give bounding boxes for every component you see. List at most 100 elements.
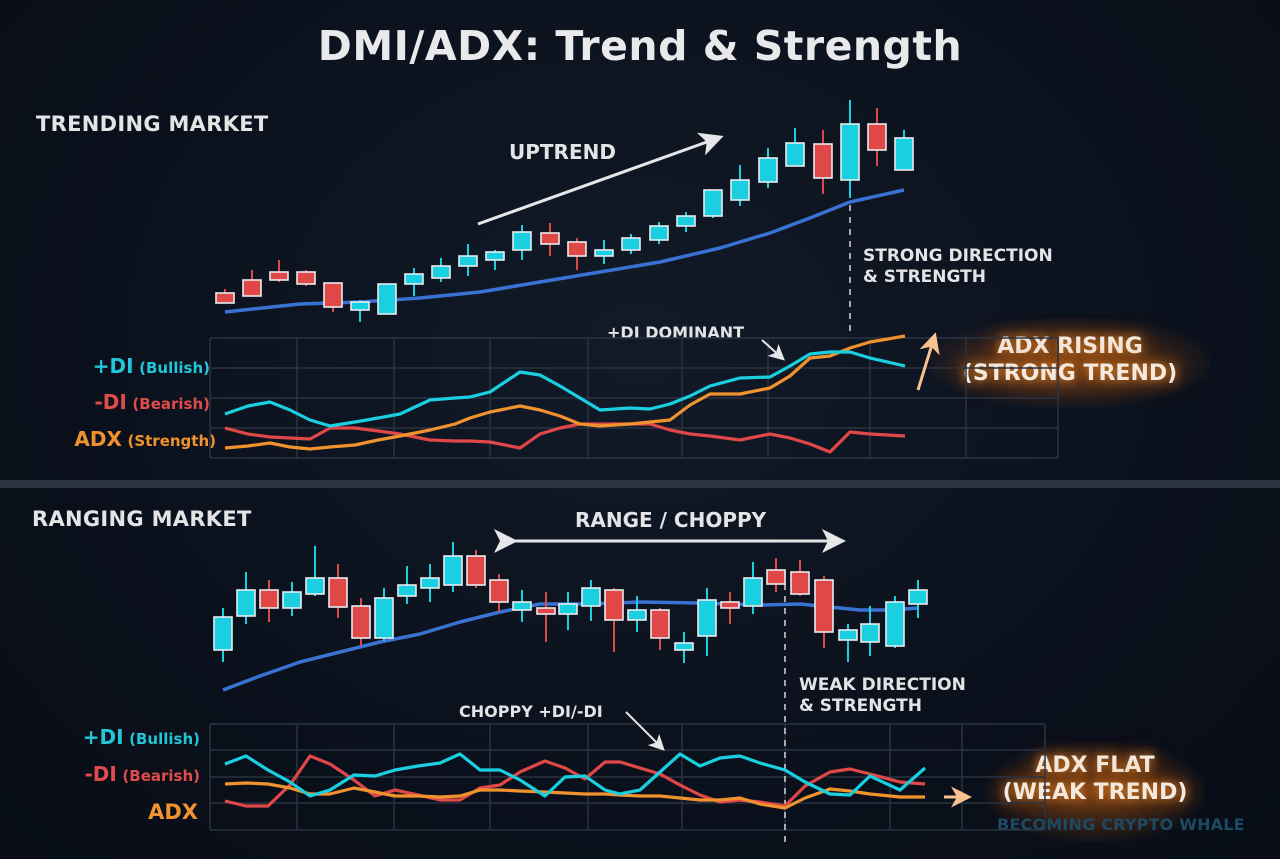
candle-body	[558, 603, 578, 615]
candle-body	[650, 609, 670, 639]
candle-body	[743, 577, 763, 607]
legend-minus-di-2: -DI (Bearish)	[84, 762, 200, 786]
candle-body	[443, 555, 463, 586]
legend-adx-2: ADX	[148, 800, 198, 824]
legend-adx-label: ADX	[74, 427, 122, 451]
di-dominant-arrow-icon	[761, 339, 785, 361]
annotation-arrows	[477, 132, 972, 842]
adx-flat-callout: ADX FLAT (WEAK TREND)	[985, 752, 1205, 806]
candle-body	[269, 271, 289, 281]
candle-body	[351, 605, 371, 639]
moving-average-line	[222, 600, 919, 692]
candle-body	[259, 589, 279, 609]
choppy-di-label: CHOPPY +DI/-DI	[459, 702, 603, 721]
choppy-arrow-icon	[625, 711, 665, 751]
candle-body	[296, 271, 316, 285]
candle-body	[785, 142, 805, 167]
candle-body	[703, 189, 723, 217]
candle-body	[621, 237, 641, 251]
candle-body	[758, 157, 778, 183]
adx-rising-callout: ADX RISING (STRONG TREND)	[945, 333, 1195, 387]
candle-body	[374, 597, 394, 639]
range-choppy-label: RANGE / CHOPPY	[575, 508, 767, 532]
adx-line	[224, 781, 925, 810]
candle-body	[431, 265, 451, 279]
annotation-line-2: & STRENGTH	[863, 267, 986, 287]
candle-body	[604, 589, 624, 621]
candle-body	[838, 629, 858, 641]
candle-body	[213, 616, 233, 651]
minus-di-line	[224, 754, 926, 808]
candle-body	[766, 569, 786, 585]
annotation-line-1: WEAK DIRECTION	[799, 675, 966, 695]
plus-di-line	[224, 350, 906, 428]
candle-body	[697, 599, 717, 637]
candle-body	[305, 577, 325, 595]
adx-flat-glow	[985, 742, 1205, 842]
legend-plus-di-2: +DI (Bullish)	[83, 725, 200, 749]
candle-body	[512, 601, 532, 611]
candle-body	[536, 607, 556, 615]
callout-line-1: ADX FLAT	[1035, 753, 1155, 778]
candle-body	[627, 609, 647, 621]
candle-body	[649, 225, 669, 241]
trending-chart	[215, 100, 914, 454]
candle-body	[813, 143, 833, 179]
legend-plus-di-sub: (Bullish)	[139, 359, 210, 377]
strong-direction-annotation: STRONG DIRECTION & STRENGTH	[863, 246, 1053, 288]
legend-adx: ADX (Strength)	[74, 427, 216, 451]
callout-line-2: (WEAK TREND)	[1002, 780, 1188, 805]
ranging-chart	[213, 542, 928, 810]
uptrend-label: UPTREND	[509, 140, 616, 164]
section-divider	[0, 480, 1280, 488]
candle-body	[885, 601, 905, 647]
candle-body	[323, 282, 343, 308]
page-title: DMI/ADX: Trend & Strength	[317, 22, 963, 70]
legend-plus-di: +DI (Bullish)	[93, 354, 210, 378]
candle-body	[328, 577, 348, 608]
candle-body	[867, 123, 887, 151]
trending-section-title: TRENDING MARKET	[36, 112, 269, 136]
legend-minus-di-label: -DI	[94, 390, 127, 414]
ranging-indicator-grid	[209, 723, 1046, 831]
trending-indicator-grid	[209, 337, 1059, 459]
adx-rising-glow	[930, 318, 1210, 408]
legend-minus-di-label: -DI	[84, 762, 117, 786]
adx-rising-arrow-icon	[916, 332, 940, 391]
annotation-line-1: STRONG DIRECTION	[863, 246, 1053, 266]
candle-body	[581, 587, 601, 607]
candle-body	[350, 301, 370, 311]
candle-body	[790, 571, 810, 595]
legend-plus-di-label: +DI	[92, 354, 134, 378]
minus-di-line	[224, 422, 906, 454]
candle-body	[676, 215, 696, 227]
candle-body	[567, 241, 587, 257]
candle-body	[458, 255, 478, 267]
candle-body	[215, 292, 235, 304]
candle-body	[860, 623, 880, 643]
candle-body	[674, 642, 694, 651]
weak-direction-annotation: WEAK DIRECTION & STRENGTH	[799, 675, 966, 717]
ranging-section-title: RANGING MARKET	[32, 507, 252, 531]
legend-plus-di-label: +DI	[82, 725, 124, 749]
legend-minus-di: -DI (Bearish)	[94, 390, 210, 414]
candle-body	[540, 232, 560, 245]
legend-minus-di-sub: (Bearish)	[132, 395, 210, 413]
uptrend-arrow-icon	[477, 132, 724, 226]
candle-body	[236, 589, 256, 617]
plus-di-line	[224, 752, 927, 798]
candle-body	[397, 584, 417, 597]
candle-body	[377, 283, 397, 315]
legend-adx-sub: (Strength)	[127, 432, 216, 450]
candle-body	[894, 137, 914, 171]
candle-body	[485, 251, 505, 261]
callout-line-2: (STRONG TREND)	[962, 361, 1178, 386]
candle-body	[814, 579, 834, 633]
watermark: BECOMING CRYPTO WHALE	[997, 815, 1245, 834]
candle-body	[420, 577, 440, 589]
candle-body	[908, 589, 928, 605]
candle-body	[840, 123, 860, 181]
candle-body	[404, 273, 424, 285]
adx-line	[224, 334, 906, 451]
